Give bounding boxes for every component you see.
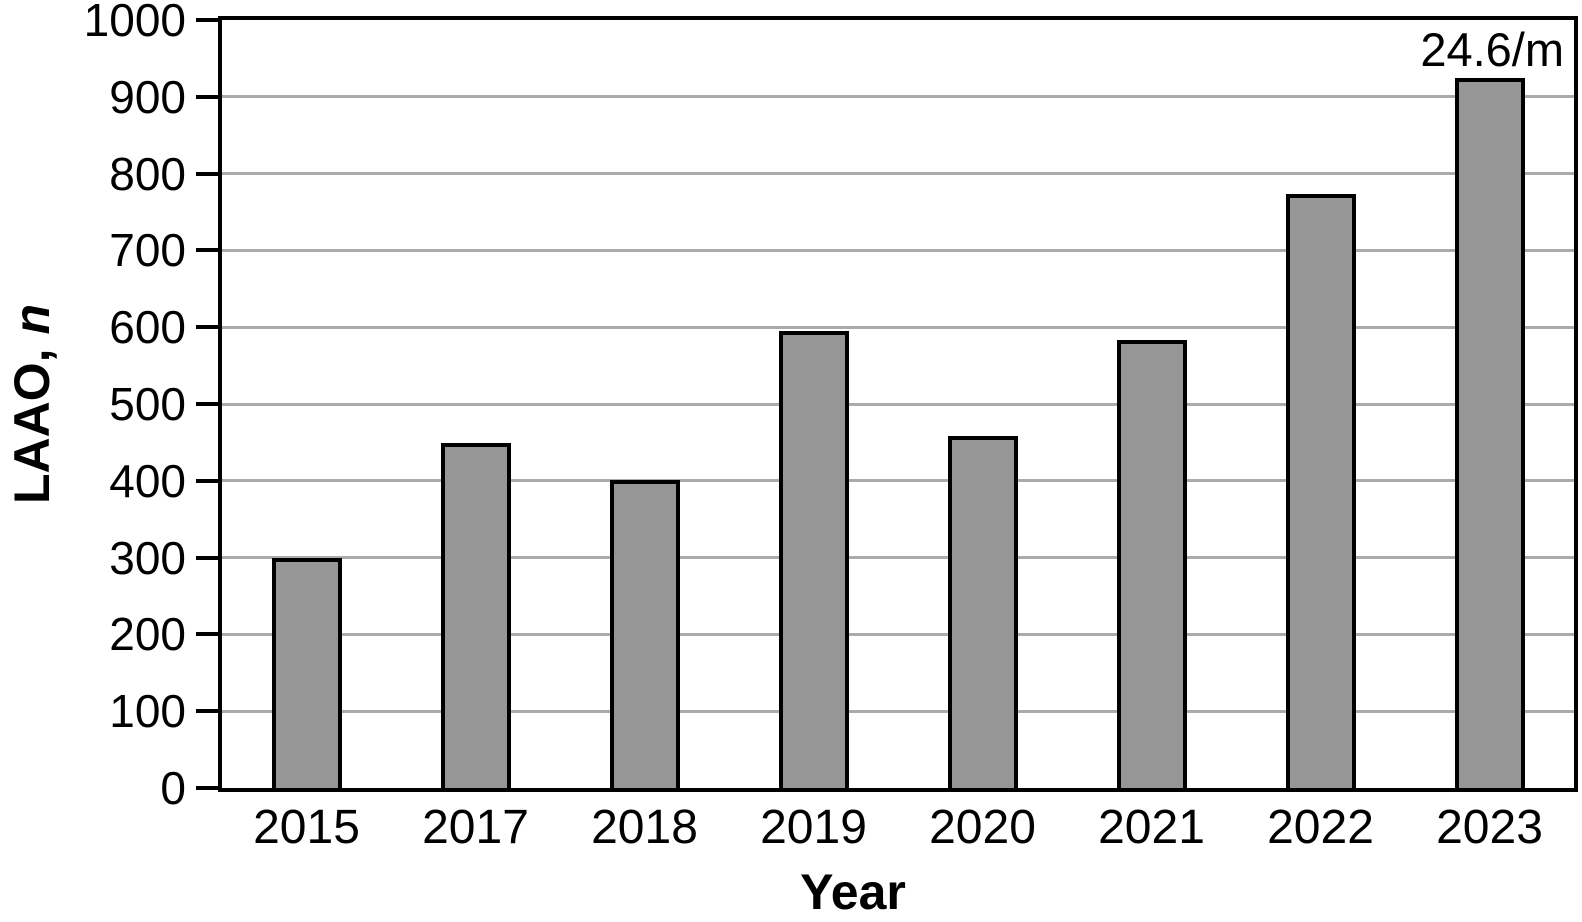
y-tick-mark-800 bbox=[196, 171, 218, 176]
x-axis-tick-labels: 2015 2017 2018 2019 2020 2021 2022 2023 bbox=[222, 800, 1574, 856]
y-tick-label-500: 500 bbox=[109, 378, 186, 430]
x-tick-label-2022: 2022 bbox=[1267, 801, 1374, 854]
y-tick-label-700: 700 bbox=[109, 224, 186, 277]
y-tick-mark-900 bbox=[196, 94, 218, 99]
y-tick-mark-1000 bbox=[196, 18, 218, 22]
y-tick-label-400: 400 bbox=[109, 454, 186, 507]
x-tick-label-2021: 2021 bbox=[1098, 801, 1205, 854]
x-tick-label-2015: 2015 bbox=[253, 801, 360, 854]
y-tick-label-800: 800 bbox=[109, 147, 186, 200]
x-axis-title: Year bbox=[800, 864, 906, 920]
bar-2017 bbox=[440, 443, 511, 788]
y-tick-mark-0 bbox=[196, 786, 218, 790]
gridline-800 bbox=[222, 172, 1574, 176]
y-tick-mark-500 bbox=[196, 402, 218, 406]
x-tick-label-2020: 2020 bbox=[929, 801, 1036, 854]
plot-area bbox=[196, 16, 1578, 792]
x-tick-label-2023: 2023 bbox=[1436, 801, 1543, 854]
bar-2023 bbox=[1454, 77, 1525, 788]
gridline-700 bbox=[222, 248, 1574, 252]
y-tick-mark-200 bbox=[196, 632, 218, 637]
gridline-500 bbox=[222, 402, 1574, 406]
bar-2015 bbox=[271, 557, 342, 788]
y-tick-label-100: 100 bbox=[109, 685, 186, 738]
y-tick-mark-300 bbox=[196, 555, 218, 560]
bar-2020 bbox=[947, 436, 1018, 788]
bar-2019 bbox=[778, 331, 849, 788]
y-tick-label-900: 900 bbox=[109, 70, 186, 123]
y-tick-label-200: 200 bbox=[109, 608, 186, 661]
x-tick-label-2018: 2018 bbox=[591, 801, 698, 854]
gridline-600 bbox=[222, 325, 1574, 329]
bar-2021 bbox=[1116, 339, 1187, 788]
gridline-200 bbox=[222, 632, 1574, 636]
x-tick-label-2019: 2019 bbox=[760, 801, 867, 854]
bar-annotation-2023: 24.6/m bbox=[1420, 23, 1564, 76]
y-tick-label-0: 0 bbox=[160, 762, 186, 814]
y-tick-mark-600 bbox=[196, 325, 218, 330]
y-tick-mark-100 bbox=[196, 709, 218, 714]
x-tick-label-2017: 2017 bbox=[422, 801, 529, 854]
bar-2022 bbox=[1285, 194, 1356, 788]
gridline-900 bbox=[222, 95, 1574, 99]
bar-2018 bbox=[609, 480, 680, 788]
y-tick-label-300: 300 bbox=[109, 531, 186, 584]
gridline-100 bbox=[222, 709, 1574, 713]
y-tick-label-1000: 1000 bbox=[83, 0, 186, 46]
gridline-300 bbox=[222, 556, 1574, 560]
y-tick-mark-400 bbox=[196, 478, 218, 483]
gridline-400 bbox=[222, 479, 1574, 483]
y-tick-mark-700 bbox=[196, 248, 218, 253]
y-tick-label-600: 600 bbox=[109, 301, 186, 354]
